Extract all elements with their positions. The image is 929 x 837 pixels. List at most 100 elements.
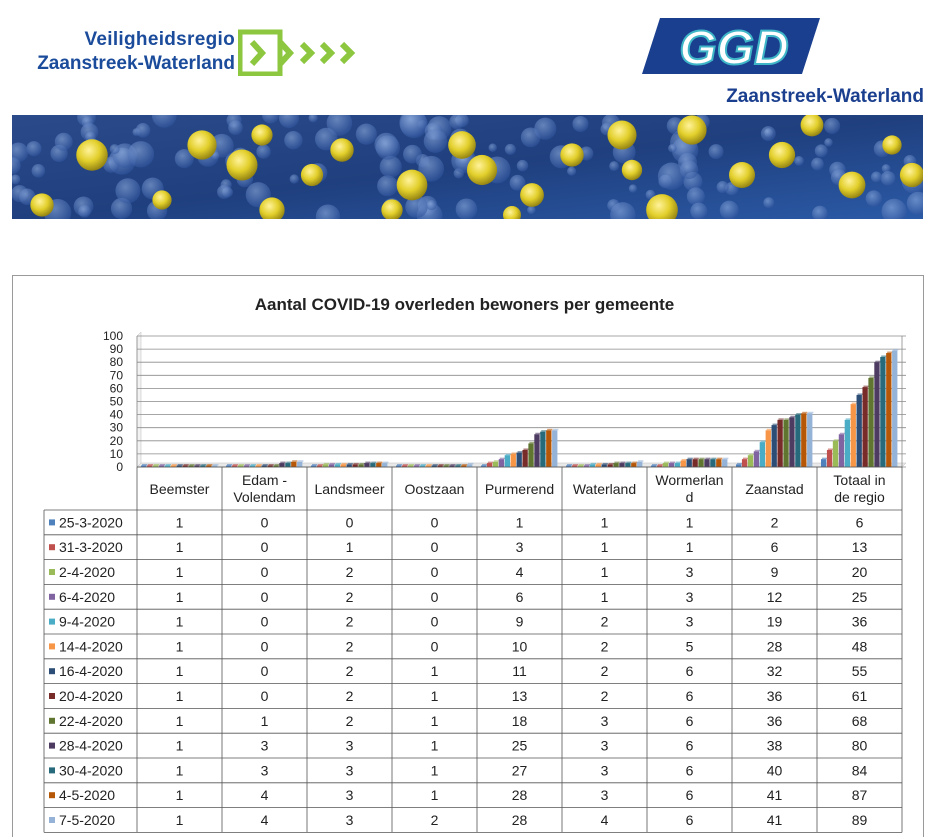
- bar-top: [280, 461, 286, 464]
- data-label: 6: [686, 762, 694, 778]
- bar-top: [462, 464, 468, 466]
- legend-key: [49, 767, 55, 774]
- y-tick-label: 90: [110, 342, 124, 356]
- virus-particle-icon: [677, 115, 707, 145]
- data-label: 36: [767, 713, 783, 729]
- data-label: 3: [601, 787, 609, 803]
- bar: [880, 356, 886, 467]
- bar: [807, 413, 813, 467]
- bar-top: [590, 462, 597, 465]
- y-tick-label: 70: [110, 368, 124, 382]
- bar-top: [292, 460, 298, 462]
- bar: [595, 464, 601, 467]
- data-label: 3: [686, 564, 694, 580]
- category-label: Landsmeer: [314, 481, 384, 497]
- bar-top: [699, 457, 705, 460]
- data-label: 1: [176, 812, 184, 828]
- bar: [200, 465, 206, 467]
- bar: [297, 461, 303, 467]
- bar: [662, 463, 669, 467]
- bar-top: [608, 462, 614, 465]
- bar: [152, 465, 159, 467]
- data-label: 1: [601, 539, 609, 555]
- data-label: 3: [261, 738, 269, 754]
- legend-label: 14-4-2020: [59, 638, 123, 654]
- bar: [607, 464, 613, 467]
- bar: [396, 465, 402, 467]
- bar: [449, 465, 455, 467]
- legend-label: 7-5-2020: [59, 812, 115, 828]
- bar: [376, 463, 382, 467]
- bar-top: [189, 464, 195, 466]
- virus-particle-icon: [396, 169, 428, 201]
- green-arrows-icon: [238, 29, 356, 76]
- data-label: 48: [852, 638, 868, 654]
- category-label: de regio: [834, 489, 885, 505]
- y-tick-label: 40: [110, 408, 124, 422]
- bar-top: [274, 464, 280, 466]
- bar-top: [213, 464, 219, 466]
- bar-top: [177, 464, 183, 466]
- bar: [674, 463, 681, 467]
- data-label: 1: [176, 539, 184, 555]
- bar-top: [232, 464, 239, 466]
- data-label: 0: [261, 564, 269, 580]
- bar-top: [365, 461, 371, 464]
- data-label: 1: [346, 539, 354, 555]
- bar-top: [687, 457, 693, 460]
- bar: [566, 465, 572, 467]
- bar-top: [839, 432, 846, 435]
- data-label: 1: [176, 738, 184, 754]
- legend-label: 6-4-2020: [59, 589, 115, 605]
- legend-label: 28-4-2020: [59, 738, 123, 754]
- bar-top: [875, 360, 881, 363]
- bar-top: [822, 457, 828, 460]
- bar-top: [827, 448, 834, 450]
- virus-particle-icon: [76, 139, 108, 171]
- bar: [552, 430, 558, 467]
- bar-top: [153, 464, 160, 466]
- legend-key: [49, 569, 55, 575]
- data-label: 41: [767, 787, 783, 803]
- data-label: 1: [431, 787, 439, 803]
- bar: [316, 465, 323, 467]
- legend-key: [49, 519, 55, 526]
- data-label: 27: [512, 762, 528, 778]
- y-tick-label: 60: [110, 381, 124, 395]
- data-label: 40: [767, 762, 783, 778]
- data-label: 2: [431, 812, 439, 828]
- bar-top: [881, 355, 887, 357]
- bar: [261, 465, 267, 467]
- virus-particle-icon: [300, 163, 324, 187]
- data-label: 25: [512, 738, 528, 754]
- virus-particle-icon: [520, 183, 544, 207]
- bar-top: [529, 441, 535, 444]
- bar: [886, 353, 892, 467]
- bar-top: [705, 457, 711, 460]
- data-label: 11: [512, 663, 527, 679]
- bar-top: [505, 453, 512, 456]
- bar: [352, 464, 358, 467]
- data-label: 36: [852, 614, 868, 630]
- data-label: 1: [261, 713, 269, 729]
- bar: [481, 465, 487, 467]
- chart-side-wall: [136, 331, 142, 468]
- data-label: 0: [431, 614, 439, 630]
- bar-top: [772, 423, 778, 426]
- bar: [868, 377, 874, 467]
- bar-top: [620, 461, 626, 464]
- y-tick-label: 10: [110, 447, 124, 461]
- bar-top: [614, 461, 620, 464]
- category-label: Edam -: [242, 472, 287, 488]
- bar-top: [250, 464, 257, 466]
- bar: [285, 463, 291, 467]
- bar: [783, 419, 789, 467]
- bar: [747, 455, 754, 467]
- bar-top: [869, 376, 875, 378]
- legend-label: 9-4-2020: [59, 614, 115, 630]
- virus-particle-icon: [607, 120, 637, 150]
- data-label: 2: [346, 638, 354, 654]
- bar: [771, 425, 777, 467]
- bar: [407, 465, 414, 467]
- bar-top: [893, 348, 899, 351]
